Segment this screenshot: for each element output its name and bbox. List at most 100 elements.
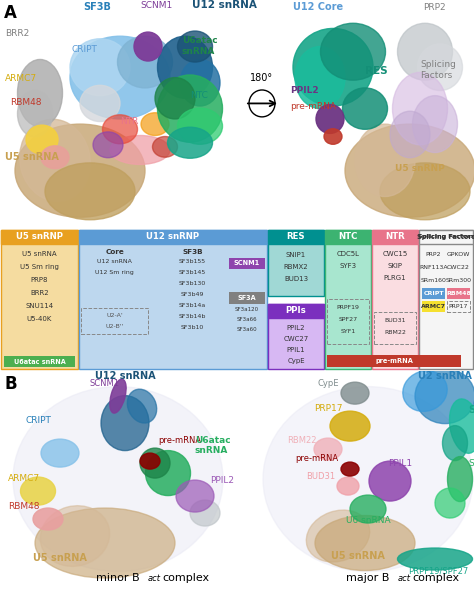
Ellipse shape — [155, 77, 195, 119]
Text: CRIPT: CRIPT — [72, 45, 98, 54]
Text: SKIP: SKIP — [388, 262, 402, 269]
Text: BUD31: BUD31 — [306, 472, 335, 481]
Ellipse shape — [306, 510, 370, 562]
Ellipse shape — [316, 105, 344, 134]
Text: SF3b10: SF3b10 — [181, 326, 204, 330]
Ellipse shape — [180, 60, 220, 106]
Ellipse shape — [398, 23, 453, 80]
Text: SF3a120: SF3a120 — [235, 307, 259, 313]
Text: NTR: NTR — [385, 232, 405, 241]
Text: SF3b49: SF3b49 — [181, 293, 204, 297]
Ellipse shape — [18, 60, 63, 126]
Text: RNF113A: RNF113A — [419, 265, 448, 270]
Text: CWC22: CWC22 — [447, 265, 470, 270]
Ellipse shape — [350, 495, 386, 523]
Text: U12 snRNA: U12 snRNA — [97, 259, 132, 264]
Text: U12 snRNA: U12 snRNA — [95, 371, 155, 381]
Text: RES: RES — [287, 232, 305, 241]
Bar — [268, 304, 324, 369]
Bar — [81, 308, 148, 334]
Text: SNU114: SNU114 — [26, 303, 54, 309]
Ellipse shape — [341, 462, 359, 476]
Text: minor B: minor B — [96, 573, 140, 583]
Bar — [325, 229, 371, 369]
Ellipse shape — [157, 75, 222, 142]
Ellipse shape — [293, 28, 373, 106]
Text: SCNM1: SCNM1 — [234, 260, 260, 266]
Ellipse shape — [110, 135, 170, 164]
Ellipse shape — [153, 137, 177, 157]
Text: CRIPT: CRIPT — [25, 416, 51, 425]
Text: SF3A: SF3A — [237, 295, 256, 301]
Text: CypE: CypE — [317, 379, 339, 388]
Text: SYF1: SYF1 — [340, 329, 356, 335]
Text: SF3b14a: SF3b14a — [179, 303, 206, 309]
Text: SYF3: SYF3 — [339, 262, 356, 269]
Text: GPKOW: GPKOW — [447, 252, 470, 257]
Bar — [447, 288, 470, 299]
Text: SPF27: SPF27 — [338, 317, 357, 323]
Text: SCNM1: SCNM1 — [140, 1, 172, 10]
Text: SF3b145: SF3b145 — [179, 270, 206, 275]
Text: SF3a60: SF3a60 — [237, 327, 257, 333]
Text: BRR2: BRR2 — [5, 29, 29, 38]
Bar — [268, 229, 324, 296]
Ellipse shape — [345, 124, 474, 217]
Text: ARMC7: ARMC7 — [421, 304, 446, 309]
Ellipse shape — [41, 146, 69, 168]
Text: SCNM1: SCNM1 — [90, 379, 120, 388]
Bar — [1, 229, 78, 369]
Text: Core: Core — [105, 249, 124, 255]
Ellipse shape — [19, 119, 91, 202]
Text: U5 snRNP: U5 snRNP — [395, 164, 445, 173]
Bar — [229, 292, 265, 304]
Ellipse shape — [177, 108, 222, 144]
Ellipse shape — [263, 387, 473, 571]
Bar — [327, 299, 369, 344]
Ellipse shape — [140, 448, 170, 478]
Text: SF3a: SF3a — [468, 405, 474, 415]
Text: NTR: NTR — [120, 117, 138, 126]
Text: pre-mRNA: pre-mRNA — [375, 358, 413, 364]
Text: pre-mRNA: pre-mRNA — [295, 454, 338, 463]
Ellipse shape — [40, 506, 109, 566]
Text: CypE: CypE — [287, 358, 305, 364]
Ellipse shape — [324, 129, 342, 144]
Bar — [268, 229, 324, 243]
Text: act: act — [398, 574, 411, 583]
Text: complex: complex — [412, 573, 459, 583]
Text: PPIL2: PPIL2 — [290, 86, 319, 95]
Text: PRP17: PRP17 — [314, 404, 342, 413]
Text: PRP17: PRP17 — [449, 304, 468, 309]
Text: U12 snRNP: U12 snRNP — [146, 232, 200, 241]
Ellipse shape — [320, 23, 385, 80]
Text: SF3a66: SF3a66 — [237, 317, 257, 323]
Text: pre-mRNA: pre-mRNA — [290, 102, 336, 111]
Bar — [4, 356, 75, 367]
Bar — [374, 312, 416, 344]
Ellipse shape — [140, 453, 160, 469]
Text: U2 snRNA: U2 snRNA — [418, 371, 472, 381]
Bar — [422, 301, 445, 313]
Ellipse shape — [134, 32, 162, 61]
Bar — [79, 229, 267, 369]
Ellipse shape — [337, 477, 359, 495]
Ellipse shape — [418, 44, 463, 90]
Ellipse shape — [20, 477, 55, 505]
Text: major B: major B — [346, 573, 390, 583]
Ellipse shape — [70, 39, 130, 96]
Text: BRR2: BRR2 — [30, 290, 49, 296]
Text: SF3B: SF3B — [182, 249, 203, 255]
Text: RBM48: RBM48 — [10, 99, 42, 108]
Ellipse shape — [41, 439, 79, 467]
Text: SNIP1: SNIP1 — [286, 252, 306, 258]
Ellipse shape — [403, 371, 447, 411]
Ellipse shape — [295, 47, 345, 109]
Bar — [229, 258, 265, 269]
Text: PPIL2: PPIL2 — [210, 476, 234, 485]
Text: U6 snRNA: U6 snRNA — [346, 516, 390, 525]
Ellipse shape — [449, 399, 474, 453]
Text: PRP2: PRP2 — [426, 252, 441, 257]
Text: U5 snRNA: U5 snRNA — [5, 152, 59, 163]
Ellipse shape — [447, 457, 473, 502]
